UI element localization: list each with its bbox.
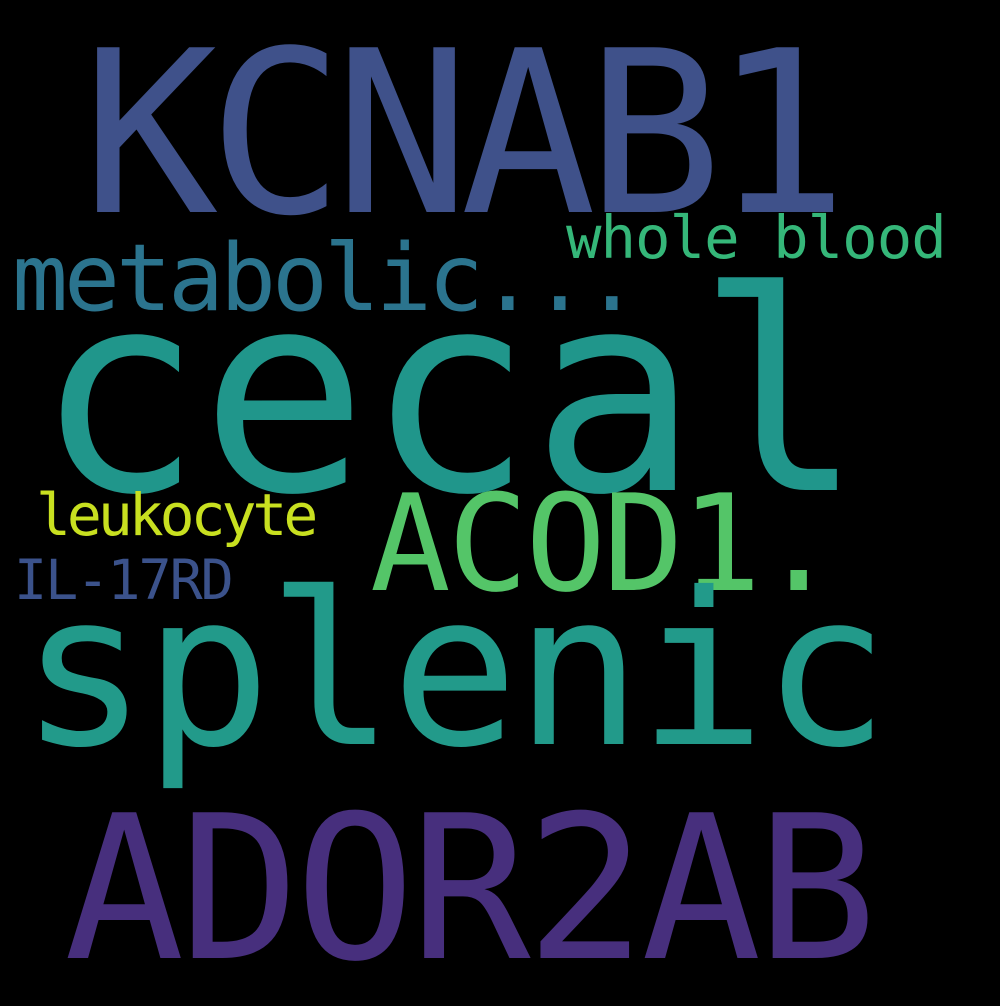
- word-splenic: splenic: [20, 547, 889, 794]
- word-kcnab1: KCNAB1: [82, 3, 848, 266]
- word-metabolic: metabolic...: [12, 224, 640, 332]
- word-ador2ab: ADOR2AB: [64, 773, 877, 1006]
- word-il-17rd: IL-17RD: [14, 548, 234, 612]
- word-leukocyte: leukocyte: [36, 481, 318, 549]
- word-acod1: ACOD1.: [370, 466, 839, 622]
- word-whole-blood: whole blood: [566, 203, 947, 272]
- word-cecal: cecal: [35, 232, 864, 556]
